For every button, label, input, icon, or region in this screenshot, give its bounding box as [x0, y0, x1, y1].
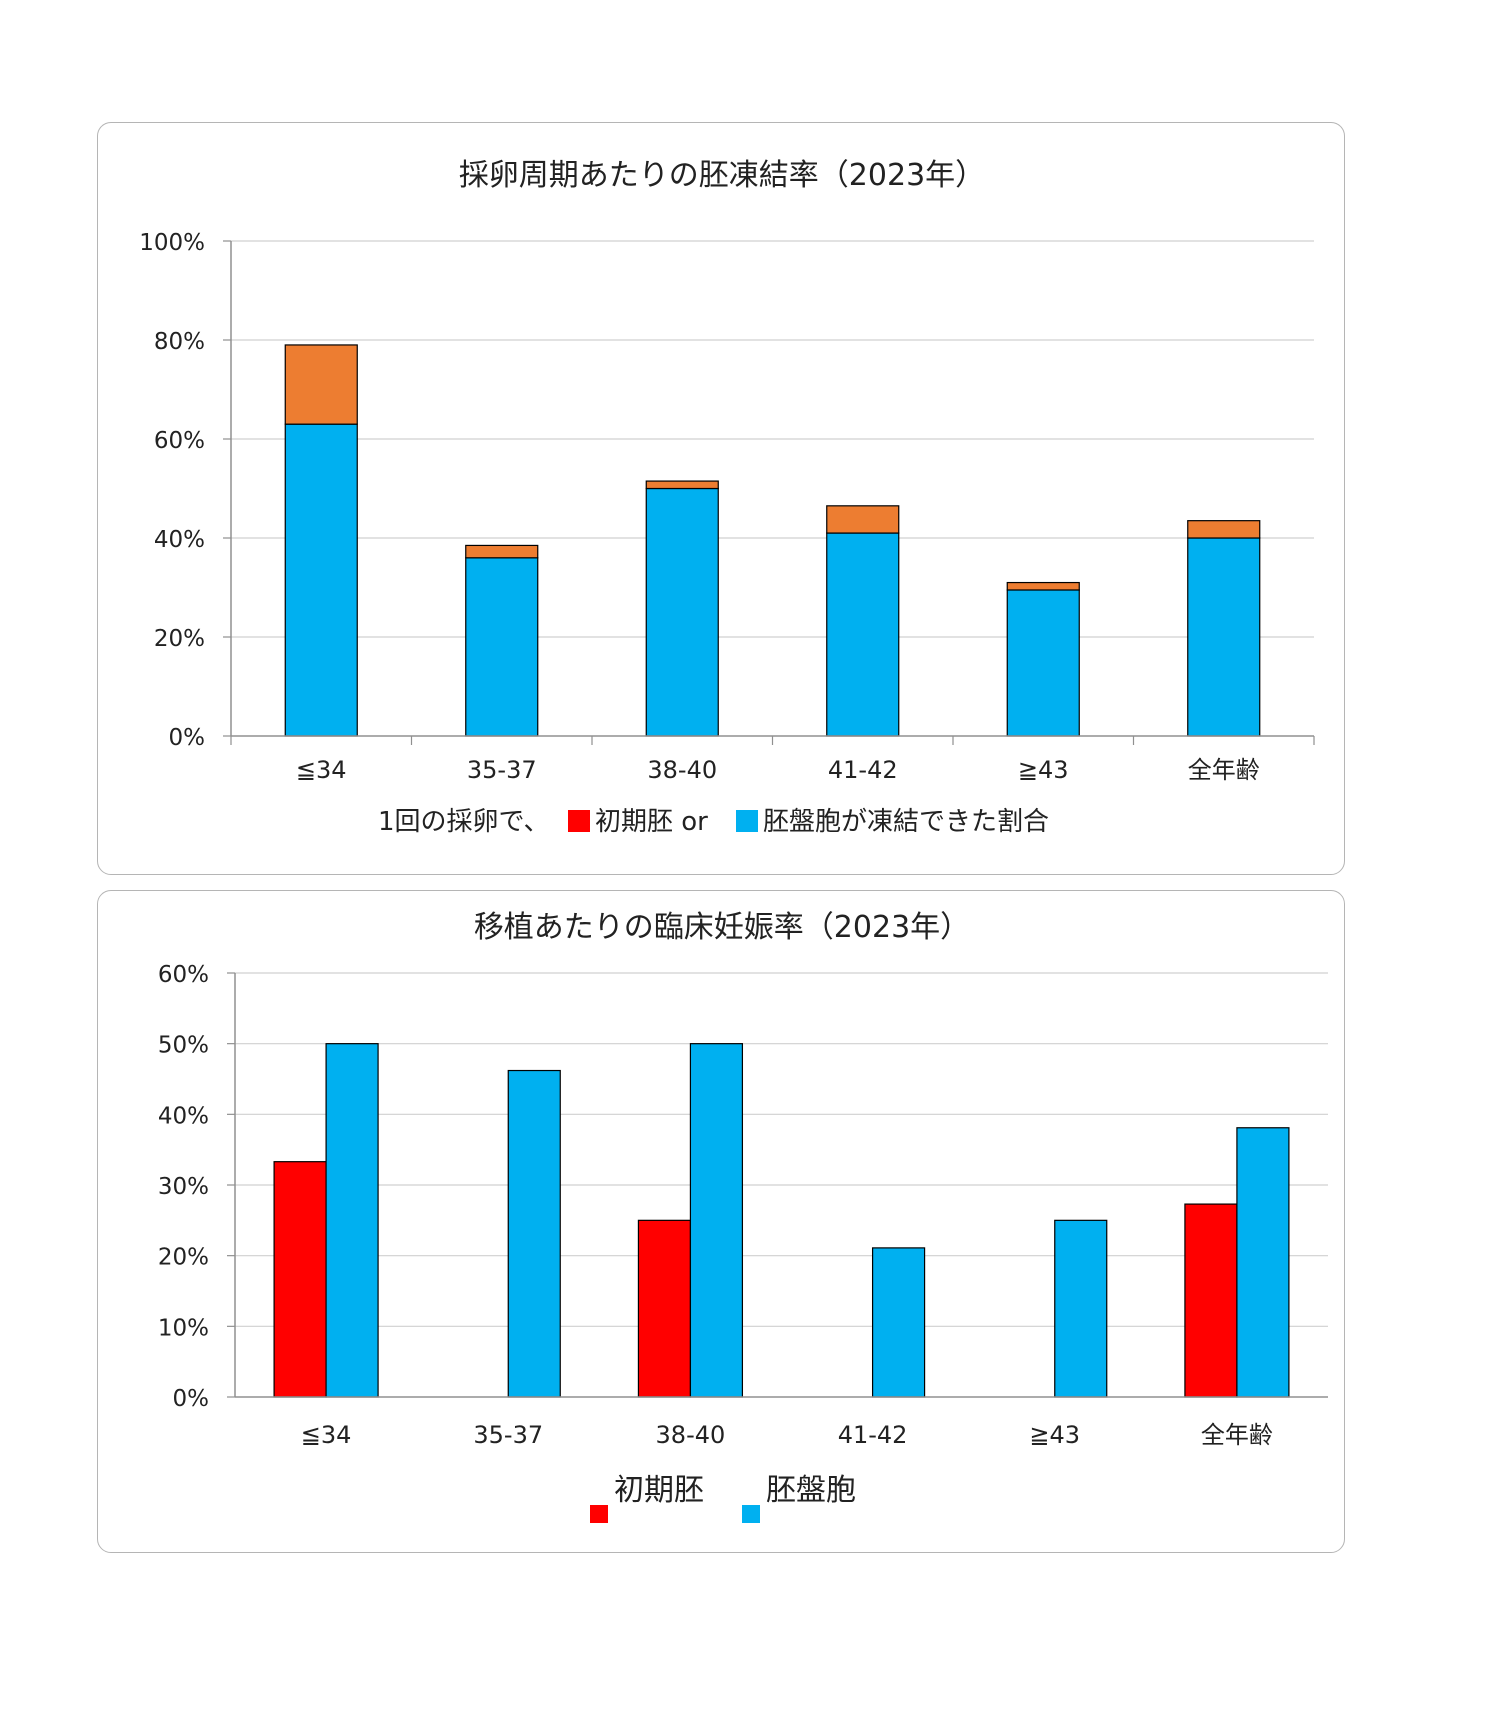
- x-tick-label: 41-42: [828, 756, 898, 784]
- bar-extra: [1006, 581, 1080, 591]
- y-tick-label: 30%: [158, 1174, 209, 1200]
- y-tick-label: 60%: [154, 428, 205, 454]
- y-tick-label: 0%: [173, 1386, 210, 1412]
- bar-blastocyst: [1236, 1127, 1290, 1398]
- bar-initial: [273, 1161, 327, 1398]
- y-tick-label: 40%: [154, 527, 205, 553]
- chart-title: 移植あたりの臨床妊娠率（2023年）: [474, 910, 970, 945]
- x-tick-label: 35-37: [473, 1421, 543, 1449]
- x-tick-label: ≦34: [301, 1421, 352, 1449]
- bar-blastocyst: [325, 1043, 379, 1398]
- y-tick-label: 20%: [154, 626, 205, 652]
- legend-swatch-blastocyst: [736, 810, 758, 832]
- legend-label-initial: 初期胚 or: [595, 807, 708, 837]
- freeze-rate-chart: 採卵周期あたりの胚凍結率（2023年） 0% 20% 40% 60% 80% 100% ≦3…: [139, 158, 1315, 837]
- y-tick-label: 100%: [139, 230, 205, 256]
- pregnancy-rate-chart: 移植あたりの臨床妊娠率（2023年） 0% 10% 20% 30% 40% 50% 60% ≦…: [158, 910, 1328, 1523]
- legend-swatch-initial: [590, 1505, 608, 1523]
- legend-swatch-initial: [568, 810, 590, 832]
- x-tick-label: 41-42: [838, 1421, 908, 1449]
- x-tick-label: ≧43: [1029, 1421, 1080, 1449]
- legend-caption-prefix: 1回の採卵で、: [378, 807, 550, 837]
- bar-blastocyst: [1054, 1219, 1108, 1398]
- y-tick-label: 0%: [169, 725, 206, 751]
- bar-blastocyst: [465, 557, 539, 737]
- x-tick-label: 全年齢: [1201, 1421, 1273, 1449]
- freeze-rate-chart-panel: 採卵周期あたりの胚凍結率（2023年） 0% 20% 40% 60% 80% 100% ≦3…: [97, 122, 1345, 875]
- bar-extra: [645, 480, 719, 490]
- bar-blastocyst: [645, 487, 719, 737]
- chart-legend: 初期胚 胚盤胞: [590, 1473, 856, 1523]
- bar-blastocyst: [871, 1247, 926, 1398]
- x-tick-label: 全年齢: [1188, 756, 1260, 784]
- x-tick-label: ≧43: [1018, 756, 1069, 784]
- y-tick-label: 40%: [158, 1103, 209, 1129]
- y-tick-label: 10%: [158, 1315, 209, 1341]
- x-tick-label: 38-40: [647, 756, 717, 784]
- bar-blastocyst: [1006, 589, 1080, 737]
- y-tick-label: 20%: [158, 1245, 209, 1271]
- bar-extra: [826, 505, 900, 534]
- bar-blastocyst: [507, 1069, 561, 1398]
- pregnancy-rate-chart-panel: 移植あたりの臨床妊娠率（2023年） 0% 10% 20% 30% 40% 50% 60% ≦…: [97, 890, 1345, 1553]
- x-tick-label: 35-37: [467, 756, 537, 784]
- x-tick-label: ≦34: [296, 756, 347, 784]
- chart-title: 採卵周期あたりの胚凍結率（2023年）: [459, 158, 985, 193]
- legend-swatch-blastocyst: [742, 1505, 760, 1523]
- legend-label-blastocyst: 胚盤胞: [766, 1473, 856, 1508]
- y-tick-label: 50%: [158, 1033, 209, 1059]
- bar-blastocyst: [826, 532, 900, 737]
- bar-blastocyst: [689, 1043, 744, 1398]
- bar-extra: [465, 544, 539, 559]
- bar-extra: [1187, 520, 1261, 539]
- bar-blastocyst: [1187, 537, 1261, 737]
- bar-extra: [284, 344, 358, 425]
- legend-label-initial: 初期胚: [614, 1473, 704, 1508]
- y-tick-label: 60%: [158, 962, 209, 988]
- bar-initial: [1184, 1203, 1238, 1398]
- y-tick-label: 80%: [154, 329, 205, 355]
- bar-initial: [637, 1219, 692, 1398]
- chart-legend: 1回の採卵で、 初期胚 or 胚盤胞が凍結できた割合: [378, 807, 1049, 837]
- bar-blastocyst: [284, 423, 358, 737]
- legend-label-blastocyst: 胚盤胞が凍結できた割合: [763, 807, 1049, 837]
- x-tick-label: 38-40: [656, 1421, 726, 1449]
